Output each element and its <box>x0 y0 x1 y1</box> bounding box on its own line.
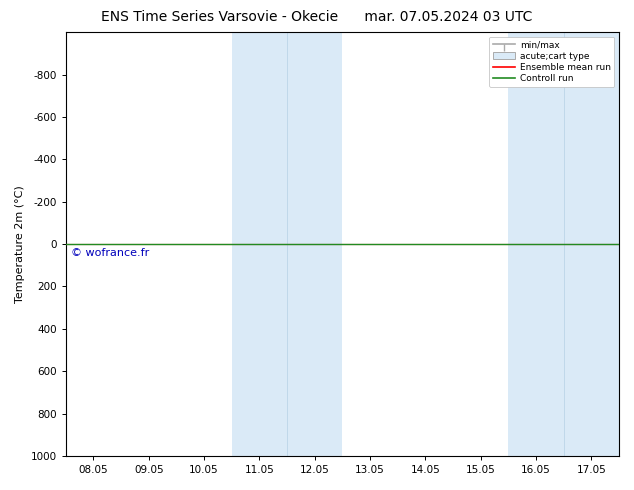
Legend: min/max, acute;cart type, Ensemble mean run, Controll run: min/max, acute;cart type, Ensemble mean … <box>489 37 614 87</box>
Y-axis label: Temperature 2m (°C): Temperature 2m (°C) <box>15 185 25 303</box>
Bar <box>508 32 619 456</box>
Bar <box>231 32 342 456</box>
Text: © wofrance.fr: © wofrance.fr <box>71 248 150 258</box>
Text: ENS Time Series Varsovie - Okecie      mar. 07.05.2024 03 UTC: ENS Time Series Varsovie - Okecie mar. 0… <box>101 10 533 24</box>
